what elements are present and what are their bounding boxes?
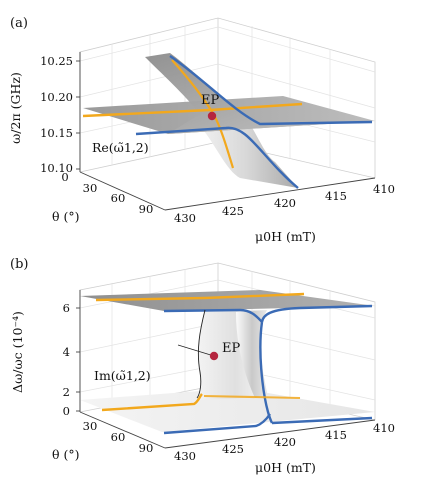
panel-b-x-tick-4: 415 [325,428,347,442]
panel-a-z-tick-2: 10.20 [40,90,73,104]
panel-b-top-surface [80,290,375,311]
panel-b-y-tick-2: 60 [111,430,126,444]
panel-b-z-tick-1: 6 [63,301,70,315]
panel-b-x-tick-1: 430 [174,449,196,463]
panel-b-y-label: θ (°) [52,447,80,462]
panel-a-blue-line-lower [135,126,299,189]
panel-a-x-tick-4: 415 [325,189,347,203]
panel-b-y-axis: 30 60 90 θ (°) [52,411,166,462]
panel-a-blue-line-upper [169,55,373,126]
panel-b-label: (b) [10,257,28,272]
panel-a-ep-point [207,111,217,121]
panel-b-y-tick-1: 30 [83,419,98,433]
panel-a-z-label: ω/2π (GHz) [8,72,23,144]
panel-a-y-label: θ (°) [52,209,80,224]
panel-b-orange-bottom-right [203,395,301,399]
panel-a-x-label: μ0H (mT) [255,229,316,244]
panel-a-box [79,17,376,179]
panel-a-x-tick-3: 420 [274,196,296,210]
panel-b-z-tick-3: 2 [63,385,70,399]
panel-a-ep-label: EP [201,93,219,108]
panel-b-blue-bottom [163,413,373,435]
panel-b-orange-bottom [101,393,203,412]
panel-b-blue-top [163,308,263,323]
panel-a-z-tick-1: 10.25 [40,54,73,68]
panel-b-x-axis: 430 425 420 415 410 μ0H (mT) [164,419,395,475]
panel-a-y-tick-4: 90 [139,202,154,216]
panel-b-x-label: μ0H (mT) [255,460,316,475]
panel-b-blue-top-right [260,304,373,323]
panel-a-x-tick-2: 425 [222,204,244,218]
panel-a-label: (a) [10,16,28,31]
panel-b-blue-vertical [259,321,274,424]
panel-a-surface-label: Re(ω̃1,2) [92,140,149,155]
panel-b-orange-top [95,292,305,302]
panel-b-z-label: Δω/ωc (10⁻⁴) [10,311,25,393]
panel-b-floor-surface [80,388,375,432]
panel-a-z-tick-4: 10.10 [40,161,73,175]
panel-b-label-leader [177,344,215,357]
panel-a-y-tick-2: 30 [83,181,98,195]
panel-b-surface-label: Im(ω̃1,2) [94,368,151,383]
panel-b-y-tick-3: 90 [139,441,154,455]
panel-b-x-tick-2: 425 [222,442,244,456]
panel-a-y-axis: 0 30 60 90 θ (°) [52,170,166,224]
panel-a-z-axis: 10.25 10.20 10.15 10.10 ω/2π (GHz) [8,52,81,175]
panel-a-x-tick-1: 430 [174,211,196,225]
panel-a: (a) [8,16,395,244]
panel-a-z-tick-3: 10.15 [40,126,73,140]
panel-a-y-tick-1: 0 [61,170,68,184]
panel-b-ep-label: EP [222,341,240,356]
panel-b-ep-curve [196,309,206,399]
panel-b-z-tick-4: 0 [63,404,70,418]
panel-b-ep-point [209,351,219,361]
panel-b-lines [95,292,373,435]
panel-a-x-axis: 430 425 420 415 410 μ0H (mT) [164,177,395,244]
panel-b-z-tick-2: 4 [63,345,70,359]
panel-b: (b) [10,257,395,475]
panel-a-y-tick-3: 60 [111,191,126,205]
panel-b-x-tick-3: 420 [274,435,296,449]
panel-b-z-axis: 6 4 2 0 Δω/ωc (10⁻⁴) [10,290,81,418]
panel-b-x-tick-5: 410 [373,421,395,435]
panel-a-x-tick-5: 410 [373,182,395,196]
